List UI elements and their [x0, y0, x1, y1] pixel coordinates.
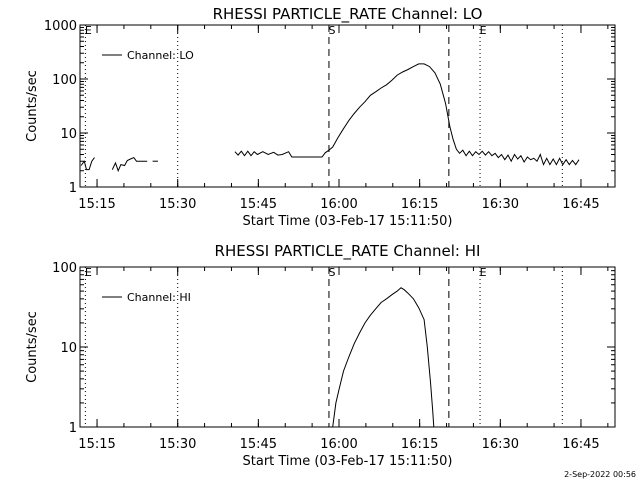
panel2-marker-label: E	[480, 266, 487, 279]
panel1-marker-label: E	[480, 24, 487, 37]
panel2-y-tick-label: 100	[52, 261, 77, 276]
panel2-y-tick-label: 10	[60, 341, 77, 356]
panel1-y-tick-label: 10	[60, 127, 77, 142]
panel2-marker-label: E	[85, 266, 92, 279]
panel1-y-tick-label: 1	[69, 181, 77, 196]
panel1-title: RHESSI PARTICLE_RATE Channel: LO	[213, 5, 483, 24]
panel2-x-tick-label: 16:30	[482, 437, 519, 452]
panel2-x-tick-label: 16:00	[320, 437, 357, 452]
panel1-marker-label: E	[85, 24, 92, 37]
plot-timestamp: 2-Sep-2022 00:56	[564, 470, 636, 479]
panel2-title: RHESSI PARTICLE_RATE Channel: HI	[215, 242, 481, 261]
panel1-x-tick-label: 15:45	[240, 197, 277, 212]
panel1-x-tick-label: 15:15	[78, 197, 115, 212]
panel2-legend-entry: Channel: HI	[127, 291, 191, 304]
panel1-x-tick-label: 16:45	[562, 197, 599, 212]
panel2-marker-label: S	[328, 266, 335, 279]
panel2-y-axis-label: Counts/sec	[25, 311, 40, 383]
panel1-marker-label: S	[328, 24, 335, 37]
panel1-series-line-segment	[80, 157, 95, 171]
panel2-x-tick-label: 15:45	[240, 437, 277, 452]
panel1-y-axis-label: Counts/sec	[25, 70, 40, 142]
panel2-x-tick-label: 15:30	[159, 437, 196, 452]
panel2-x-tick-label: 16:15	[401, 437, 438, 452]
panel1-x-tick-label: 16:15	[401, 197, 438, 212]
panel2-x-tick-label: 15:15	[78, 437, 115, 452]
panel1-y-tick-label: 1000	[44, 19, 77, 34]
panel1-x-tick-label: 16:00	[320, 197, 357, 212]
panel1-x-axis-label: Start Time (03-Feb-17 15:11:50)	[243, 214, 453, 229]
panel1-x-tick-label: 15:30	[159, 197, 196, 212]
panel1-series-line-segment	[111, 156, 148, 173]
panel1-legend-entry: Channel: LO	[127, 49, 194, 62]
panel1-y-tick-label: 100	[52, 73, 77, 88]
panel2-x-tick-label: 16:45	[562, 437, 599, 452]
panel1-series-line-segment	[234, 63, 580, 166]
panel2-y-tick-label: 1	[69, 421, 77, 436]
panel2-x-axis-label: Start Time (03-Feb-17 15:11:50)	[243, 454, 453, 469]
panel2-series-line-segment	[332, 287, 435, 427]
panel1-x-tick-label: 16:30	[482, 197, 519, 212]
panel1-axes-box	[79, 24, 616, 188]
